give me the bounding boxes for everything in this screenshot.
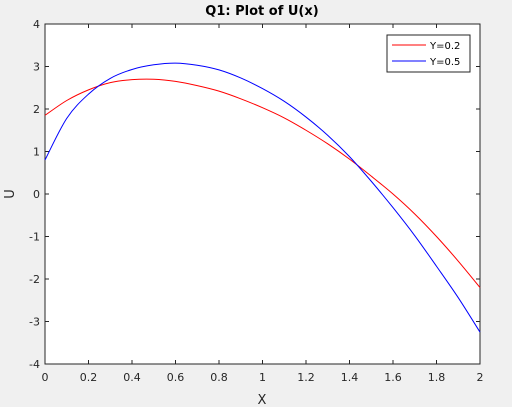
x-tick-label: 2 (477, 371, 484, 384)
y-tick-label: -2 (29, 273, 40, 286)
x-tick-label: 1.6 (384, 371, 402, 384)
x-tick-label: 0.8 (210, 371, 228, 384)
y-tick-label: 4 (33, 18, 40, 31)
series-layer (44, 62, 481, 333)
y-tick-label: 0 (33, 188, 40, 201)
x-tick-label: 1.8 (428, 371, 446, 384)
x-tick-label: 0.4 (123, 371, 141, 384)
x-tick-label: 0 (42, 371, 49, 384)
legend-box (386, 34, 471, 73)
series-line-1 (44, 62, 481, 333)
x-tick-label: 1.2 (297, 371, 315, 384)
plot-area (44, 23, 481, 365)
x-tick-label: 1 (259, 371, 266, 384)
x-axis-ticks: 0 0.2 0.4 0.6 0.8 1 1.2 1.4 1.6 1.8 2 (42, 24, 484, 384)
y-tick-label: 3 (33, 61, 40, 74)
y-tick-label: -4 (29, 358, 40, 371)
y-tick-label: 2 (33, 103, 40, 116)
y-tick-label: 1 (33, 146, 40, 159)
y-tick-label: -3 (29, 316, 40, 329)
y-tick-label: -1 (29, 231, 40, 244)
chart-title: Q1: Plot of U(x) (205, 4, 318, 19)
x-axis-label: X (258, 393, 267, 407)
x-tick-label: 1.4 (341, 371, 359, 384)
y-axis-ticks: -4 -3 -2 -1 0 1 2 3 4 (29, 18, 480, 371)
series-line-0 (44, 78, 481, 288)
y-axis-label: U (3, 189, 18, 199)
x-tick-label: 0.6 (167, 371, 185, 384)
legend-label-0: Y=0.2 (429, 41, 460, 52)
legend: Y=0.2 Y=0.5 (386, 34, 471, 73)
x-tick-label: 0.2 (80, 371, 98, 384)
legend-label-1: Y=0.5 (429, 57, 460, 68)
